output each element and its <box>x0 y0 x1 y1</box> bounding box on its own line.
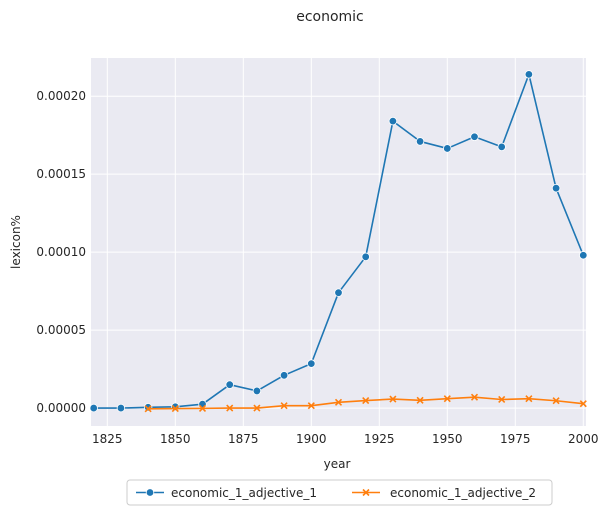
x-tick-label: 2000 <box>568 432 599 446</box>
data-point <box>279 371 289 380</box>
data-point <box>579 251 588 260</box>
data-point <box>579 400 587 408</box>
grid <box>91 58 586 426</box>
data-point <box>334 288 343 297</box>
y-tick-label: 0.00000 <box>36 401 86 415</box>
legend: economic_1_adjective_1 economic_1_adject… <box>126 479 553 506</box>
x-tick-label: 1975 <box>500 432 531 446</box>
x-tick-labels: 1825 1850 1875 1900 1925 1950 1975 2000 <box>92 432 599 446</box>
data-point <box>226 404 234 412</box>
plot-area <box>91 58 586 426</box>
data-point <box>470 393 479 401</box>
data-point <box>253 404 261 412</box>
x-tick-label: 1950 <box>432 432 463 446</box>
y-tick-labels: 0.00000 0.00005 0.00010 0.00015 0.00020 <box>36 89 86 415</box>
x-tick-label: 1900 <box>296 432 327 446</box>
x-tick-label: 1850 <box>160 432 191 446</box>
x-tick-label: 1925 <box>364 432 395 446</box>
y-axis-label: lexicon% <box>9 215 23 269</box>
series-layer <box>89 70 588 413</box>
x-tick-label: 1875 <box>228 432 259 446</box>
data-point <box>361 252 370 262</box>
data-point <box>388 116 398 126</box>
series-economic_1_adjective_2 <box>144 393 587 413</box>
data-point <box>497 142 506 152</box>
data-point <box>362 397 370 405</box>
data-point <box>470 132 479 141</box>
chart-title: economic <box>296 9 364 25</box>
data-point <box>171 404 179 413</box>
data-point <box>307 402 315 410</box>
data-point <box>551 184 561 193</box>
data-point <box>389 395 397 403</box>
data-point <box>198 404 207 412</box>
data-point <box>524 70 534 79</box>
legend-marker-economic_1_adjective_1 <box>145 488 155 497</box>
y-tick-label: 0.00005 <box>36 323 86 337</box>
data-point <box>252 386 262 396</box>
legend-label-economic_1_adjective_1: economic_1_adjective_1 <box>171 486 317 500</box>
data-point <box>498 395 506 404</box>
data-point <box>225 380 234 389</box>
data-point <box>280 402 288 410</box>
data-point <box>525 395 533 403</box>
data-point <box>443 395 451 403</box>
data-point <box>552 397 560 405</box>
y-tick-label: 0.00010 <box>36 245 86 259</box>
y-tick-label: 0.00015 <box>36 167 86 181</box>
data-point <box>334 398 343 406</box>
data-point <box>307 359 316 368</box>
data-point <box>416 396 424 404</box>
x-tick-label: 1825 <box>92 432 123 446</box>
legend-label-economic_1_adjective_2: economic_1_adjective_2 <box>390 486 536 500</box>
y-tick-label: 0.00020 <box>36 89 86 103</box>
data-point <box>89 403 98 413</box>
legend-box <box>126 479 553 506</box>
data-point <box>415 137 425 146</box>
legend-marker-economic_1_adjective_2 <box>362 488 370 497</box>
data-point <box>144 405 152 413</box>
x-axis-label: year <box>324 457 351 471</box>
data-point <box>443 144 452 153</box>
data-point <box>116 403 126 413</box>
